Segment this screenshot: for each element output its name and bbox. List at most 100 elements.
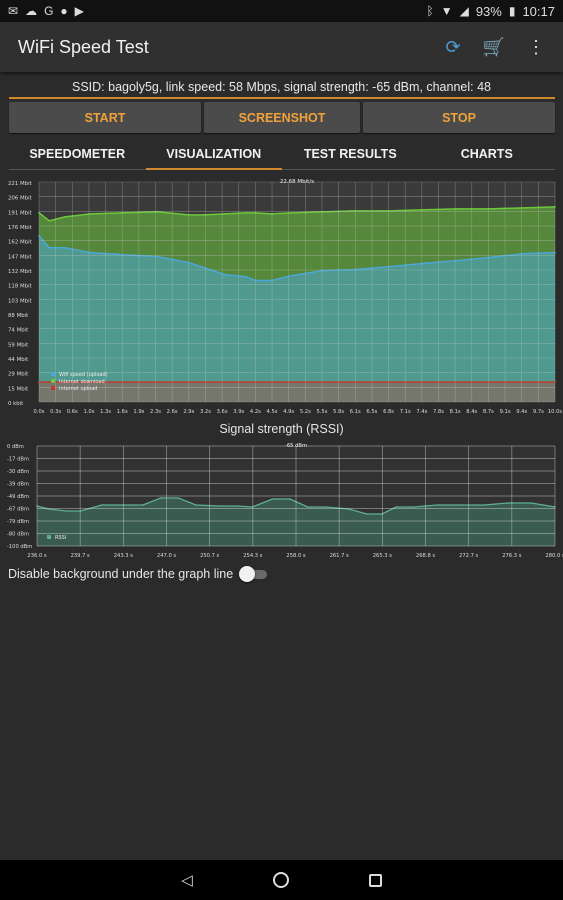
data-point (244, 212, 247, 214)
x-tick-label: 2.6s (167, 409, 178, 415)
legend-label: Internet upload (59, 386, 97, 392)
data-point (89, 213, 92, 215)
x-tick-label: 0.0s (34, 409, 45, 415)
app-bar: WiFi Speed Test ⟳ 🛒 ⋮ (0, 22, 563, 72)
series-area (39, 235, 555, 402)
clock: 10:17 (522, 3, 555, 19)
data-point (254, 212, 257, 214)
data-point (195, 504, 197, 506)
overflow-menu-icon[interactable]: ⋮ (527, 36, 545, 57)
x-tick-label: 8.4s (466, 409, 477, 415)
y-tick-label: -17 dBm (7, 457, 29, 463)
data-point (203, 266, 205, 269)
battery-icon: ▮ (508, 4, 516, 18)
rssi-line (36, 497, 556, 515)
data-point (554, 251, 556, 254)
x-tick-label: 9.7s (533, 409, 544, 415)
x-tick-label: 243.3 s (114, 553, 133, 559)
recents-icon[interactable] (368, 873, 382, 887)
data-point (389, 265, 391, 268)
data-point (456, 208, 458, 210)
x-tick-label: 258.0 s (286, 553, 305, 559)
y-tick-label: 29 Mbit (8, 372, 28, 378)
data-point (48, 381, 51, 383)
data-point (412, 506, 415, 508)
switch-track (243, 570, 268, 579)
data-point (322, 269, 324, 272)
data-point (554, 206, 556, 208)
y-tick-label: 0 kbit (8, 401, 23, 407)
x-tick-label: 247.0 s (157, 553, 176, 559)
data-point (487, 256, 489, 259)
cart-icon[interactable]: 🛒 (482, 36, 505, 57)
notification-icon: ✉ (8, 4, 19, 18)
legend-label: Wifi speed (upload) (59, 372, 108, 378)
y-tick-label: 59 Mbit (8, 342, 28, 348)
data-point (120, 212, 123, 214)
background-toggle-row: Disable background under the graph line (8, 565, 308, 583)
x-tick-label: 265.3 s (373, 553, 392, 559)
x-tick-label: 236.0 s (27, 553, 46, 559)
y-tick-label: -79 dBm (7, 519, 29, 525)
x-tick-label: 5.2s (300, 409, 311, 415)
x-tick-label: 0.3s (50, 409, 61, 415)
x-tick-label: 9.4s (516, 409, 527, 415)
data-point (89, 381, 92, 383)
toggle-label: Disable background under the graph line (8, 567, 234, 581)
data-point (48, 220, 51, 222)
data-point (64, 216, 66, 218)
data-point (365, 513, 368, 515)
data-point (270, 213, 273, 215)
start-button[interactable]: START (9, 102, 201, 133)
x-tick-label: 8.7s (483, 409, 494, 415)
data-point (48, 246, 51, 249)
home-icon[interactable] (272, 872, 289, 888)
circle-notification-icon: ● (60, 4, 68, 18)
x-tick-label: 2.3s (150, 409, 161, 415)
data-point (291, 212, 293, 214)
x-tick-label: 276.3 s (502, 553, 521, 559)
cloud-icon: ☁ (25, 4, 38, 18)
back-icon[interactable]: ◁ (181, 872, 193, 889)
data-point (203, 214, 205, 216)
x-tick-label: 0.6s (67, 409, 78, 415)
data-point (120, 381, 123, 383)
data-point (389, 381, 391, 383)
x-tick-label: 6.8s (383, 409, 394, 415)
x-tick-label: 1.6s (117, 409, 128, 415)
data-point (324, 506, 327, 508)
data-point (218, 505, 221, 507)
y-tick-label: -49 dBm (7, 494, 29, 500)
data-point (420, 262, 422, 265)
x-tick-label: 8.1s (450, 409, 461, 415)
x-tick-label: 5.8s (333, 409, 344, 415)
data-point (436, 504, 439, 506)
data-point (389, 210, 391, 212)
tab-speedometer[interactable]: SPEEDOMETER (29, 146, 126, 161)
legend-label: RSSI (55, 535, 66, 541)
tab-test-results[interactable]: TEST RESULTS (303, 146, 397, 161)
data-point (306, 506, 309, 508)
data-point (271, 498, 274, 500)
data-point (64, 381, 66, 383)
data-point (142, 504, 144, 506)
data-point (270, 381, 273, 383)
x-tick-label: 7.4s (416, 409, 427, 415)
screenshot-button[interactable]: SCREENSHOT (204, 102, 360, 133)
x-tick-label: 280.0 s (545, 553, 563, 559)
x-tick-label: 4.9s (283, 409, 294, 415)
divider (9, 97, 555, 99)
data-point (38, 381, 40, 383)
data-point (507, 502, 509, 504)
background-toggle-switch[interactable] (239, 566, 273, 582)
data-point (156, 381, 159, 383)
sync-icon[interactable]: ⟳ (445, 36, 461, 57)
tab-charts[interactable]: CHARTS (460, 146, 513, 161)
data-point (420, 381, 422, 383)
stop-button[interactable]: STOP (363, 102, 555, 133)
data-point (223, 381, 226, 383)
data-point (523, 252, 525, 255)
tab-visualization[interactable]: VISUALIZATION (145, 138, 283, 170)
x-tick-label: 1.3s (100, 409, 111, 415)
x-tick-label: 7.1s (400, 409, 411, 415)
